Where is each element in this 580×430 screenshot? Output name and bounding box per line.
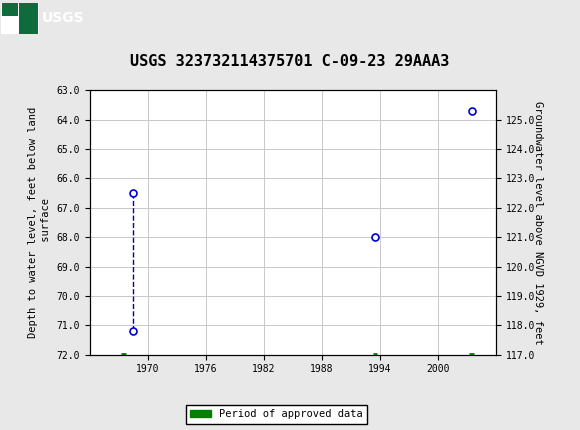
FancyBboxPatch shape — [1, 3, 39, 34]
Legend: Period of approved data: Period of approved data — [186, 405, 367, 424]
FancyBboxPatch shape — [2, 3, 18, 16]
Y-axis label: Depth to water level, feet below land
 surface: Depth to water level, feet below land su… — [28, 107, 51, 338]
Y-axis label: Groundwater level above NGVD 1929, feet: Groundwater level above NGVD 1929, feet — [534, 101, 543, 344]
Text: USGS: USGS — [42, 11, 84, 25]
FancyBboxPatch shape — [19, 3, 38, 34]
Text: USGS 323732114375701 C-09-23 29AAA3: USGS 323732114375701 C-09-23 29AAA3 — [130, 54, 450, 69]
